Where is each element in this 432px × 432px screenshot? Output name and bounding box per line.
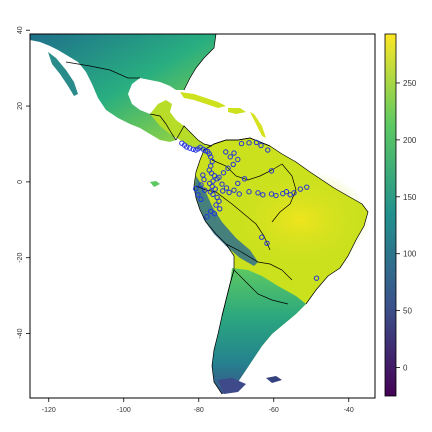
occurrence-point	[283, 189, 290, 195]
occurrence-point	[220, 170, 227, 176]
colorbar-tick-label: 100	[403, 250, 417, 259]
colorbar-tick-label: 150	[403, 193, 417, 202]
occurrence-point	[258, 142, 264, 149]
occurrence-point	[231, 150, 237, 156]
occurrence-point	[291, 190, 297, 196]
y-tick-label: 40	[17, 26, 24, 34]
occurrence-point	[190, 146, 196, 152]
occurrence-point	[206, 180, 213, 187]
occurrence-point	[209, 183, 215, 190]
y-tick-label: -40	[17, 328, 24, 338]
occurrence-point	[268, 168, 275, 174]
landmass-falklands	[266, 376, 282, 383]
occurrence-point	[209, 158, 215, 165]
colorbar-tick-label: 200	[403, 136, 417, 145]
landmass-mexico-usa	[30, 34, 216, 142]
occurrence-point	[297, 186, 304, 192]
occurrence-point	[216, 174, 222, 181]
landmass-central-america	[150, 100, 212, 152]
occurrence-point	[202, 187, 208, 193]
occurrence-point	[226, 189, 232, 196]
occurrence-point	[200, 172, 206, 178]
occurrence-point	[236, 191, 242, 197]
y-tick-label: -20	[17, 253, 24, 263]
landmass-baja	[48, 52, 78, 96]
occurrence-point	[231, 187, 237, 193]
landmass-cuba	[180, 92, 226, 108]
occurrence-point	[238, 140, 245, 147]
x-tick-label: -100	[117, 407, 131, 414]
occurrence-point	[259, 234, 265, 240]
x-tick-label: -40	[344, 407, 354, 414]
occurrence-point	[235, 180, 241, 187]
colorbar-tick-label: 250	[403, 79, 417, 88]
occurrence-point	[225, 165, 231, 171]
occurrence-point	[235, 156, 241, 163]
colorbar-tick-label: 50	[403, 307, 412, 316]
colorbar-tick-label: 0	[403, 364, 408, 373]
x-tick-label: -120	[42, 407, 56, 414]
landmass-southern-cone	[212, 268, 306, 394]
occurrence-point	[198, 196, 204, 203]
occurrence-point	[210, 191, 216, 198]
occurrence-point	[227, 154, 233, 160]
occurrence-point	[246, 189, 252, 195]
occurrence-point	[206, 151, 212, 157]
colorbar-ticks: 0 50 100 150 200 250	[396, 79, 417, 373]
y-axis: 40 20 0 -20 -40	[17, 26, 30, 339]
occurrence-point	[211, 211, 218, 217]
plot-frame	[29, 33, 376, 399]
occurrence-point	[304, 184, 310, 190]
map-panel	[30, 34, 375, 398]
occurrence-point	[204, 214, 210, 220]
occurrence-point	[217, 206, 223, 212]
occurrence-point	[246, 140, 252, 146]
occurrence-point	[216, 198, 222, 204]
occurrence-point	[208, 154, 214, 160]
occurrence-point	[187, 145, 193, 151]
colorbar-legend: 0 50 100 150 200 250	[384, 33, 417, 397]
y-tick-label: 20	[17, 102, 24, 110]
occurrence-point	[260, 192, 266, 198]
x-tick-label: -80	[194, 407, 204, 414]
occurrence-point	[213, 202, 219, 208]
occurrence-point	[184, 144, 190, 150]
occurrence-point	[255, 190, 261, 196]
colorbar-ramp	[384, 33, 397, 397]
occurrence-point	[219, 181, 225, 187]
landmass-galapagos	[150, 181, 160, 187]
country-borders	[30, 34, 369, 395]
occurrence-point	[268, 191, 275, 197]
landmass-lesser-antilles	[250, 112, 266, 138]
occurrence-point	[253, 139, 260, 146]
occurrence-point	[241, 176, 248, 182]
occurrence-point	[230, 161, 236, 168]
occurrence-points	[179, 139, 320, 281]
occurrence-point	[208, 170, 215, 176]
occurrence-point	[195, 192, 201, 198]
occurrence-point	[193, 186, 199, 192]
occurrence-point	[212, 186, 218, 192]
occurrence-point	[265, 147, 271, 153]
occurrence-point	[223, 185, 230, 191]
occurrence-point	[208, 208, 214, 215]
occurrence-point	[264, 240, 270, 247]
x-tick-label: -60	[269, 407, 279, 414]
landmass-tierra-del-fuego	[218, 378, 246, 394]
occurrence-point	[220, 188, 226, 194]
occurrence-point	[223, 149, 229, 155]
occurrence-point	[313, 275, 320, 281]
occurrence-point	[211, 173, 218, 179]
landmass-hispaniola	[228, 108, 246, 114]
occurrence-point	[198, 182, 204, 188]
occurrence-point	[273, 192, 279, 199]
y-tick-label: 0	[17, 180, 24, 184]
x-axis: -120 -100 -80 -60 -40	[42, 398, 354, 414]
